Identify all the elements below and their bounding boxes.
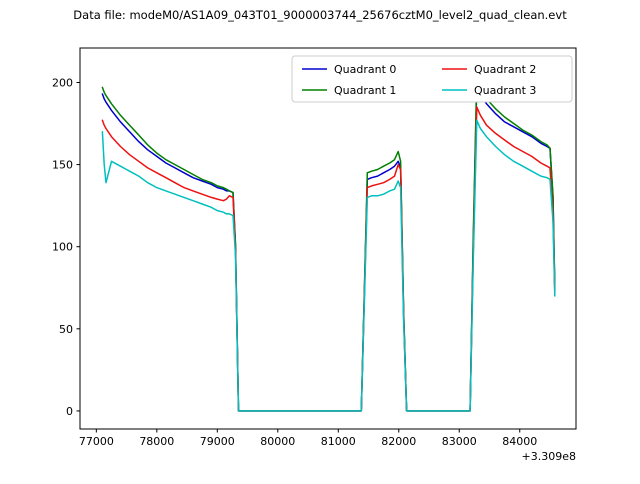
x-tick-label: 78000 <box>139 435 174 448</box>
legend-box <box>291 55 573 103</box>
x-tick-label: 77000 <box>79 435 114 448</box>
x-tick-label: 79000 <box>200 435 235 448</box>
y-tick-label: 200 <box>52 76 73 89</box>
x-tick-label: 83000 <box>442 435 477 448</box>
y-tick-label: 0 <box>66 405 73 418</box>
legend-label: Quadrant 2 <box>474 63 536 76</box>
legend-label: Quadrant 3 <box>474 84 536 97</box>
x-tick-label: 84000 <box>502 435 537 448</box>
x-axis-offset-label: +3.309e8 <box>522 450 576 463</box>
y-tick-label: 50 <box>59 323 73 336</box>
plot-area <box>80 48 576 429</box>
x-tick-label: 82000 <box>381 435 416 448</box>
legend-label: Quadrant 1 <box>334 84 396 97</box>
legend-label: Quadrant 0 <box>334 63 396 76</box>
chart-title: Data file: modeM0/AS1A09_043T01_90000037… <box>73 8 567 22</box>
y-tick-label: 150 <box>52 159 73 172</box>
x-tick-label: 80000 <box>260 435 295 448</box>
y-tick-label: 100 <box>52 241 73 254</box>
series-line-quadrant-3 <box>101 119 556 412</box>
x-tick-label: 81000 <box>321 435 356 448</box>
axes-spines <box>79 47 577 430</box>
legend: Quadrant 0 Quadrant 1 Quadrant 2 Quadrant 3 <box>291 55 573 103</box>
